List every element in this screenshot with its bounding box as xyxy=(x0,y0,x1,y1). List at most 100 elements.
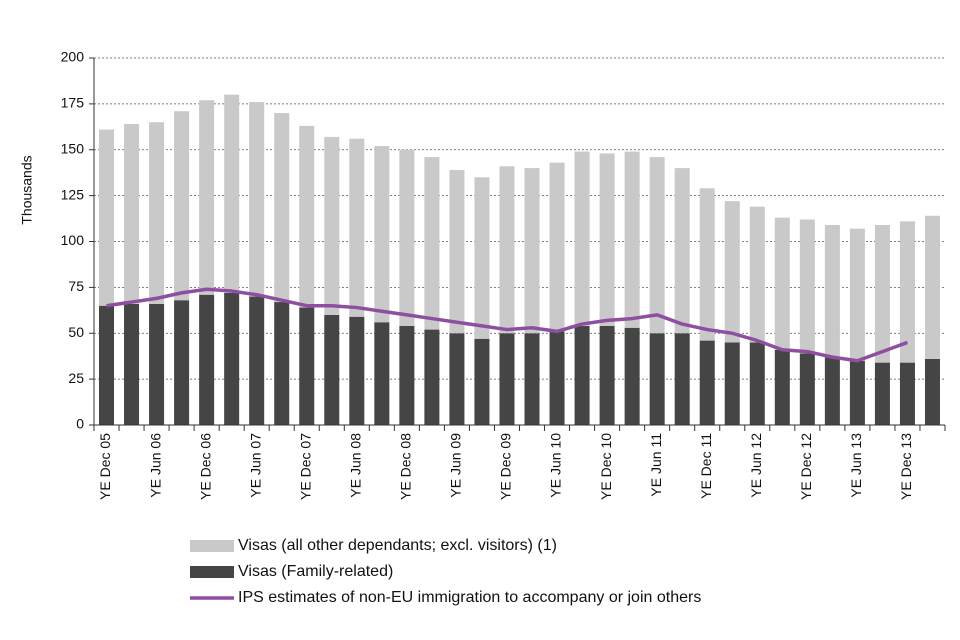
line xyxy=(106,287,909,363)
bar xyxy=(674,333,690,425)
legend-swatch xyxy=(190,566,234,578)
bar xyxy=(99,129,115,306)
bar xyxy=(399,149,415,326)
bar xyxy=(399,325,415,425)
bar xyxy=(224,292,240,425)
bar xyxy=(624,151,640,328)
x-tick-label: YE Dec 09 xyxy=(498,433,514,500)
bar xyxy=(699,188,715,341)
y-axis-label: Thousands xyxy=(19,155,35,224)
y-tick-label: 100 xyxy=(61,232,85,248)
bar xyxy=(374,146,390,323)
x-tick-label: YE Jun 07 xyxy=(247,433,263,498)
legend-swatch xyxy=(190,540,234,552)
bar xyxy=(874,362,890,425)
bar xyxy=(274,302,290,425)
bar xyxy=(349,316,365,425)
bar xyxy=(449,333,465,425)
bar xyxy=(549,162,565,332)
bar xyxy=(649,157,665,334)
bar xyxy=(249,296,265,425)
bar xyxy=(524,168,540,334)
bar xyxy=(624,327,640,425)
bar xyxy=(549,331,565,425)
bar xyxy=(774,217,790,350)
x-tick-label: YE Jun 12 xyxy=(748,433,764,498)
bar xyxy=(149,303,165,425)
x-tick-label: YE Dec 13 xyxy=(898,433,914,500)
bar xyxy=(299,307,315,425)
bar xyxy=(424,329,440,425)
x-tick-label: YE Dec 08 xyxy=(398,433,414,500)
y-tick-label: 50 xyxy=(68,324,84,340)
bar xyxy=(924,358,940,425)
x-tick-label: YE Dec 11 xyxy=(698,433,714,499)
x-tick-label: YE Jun 10 xyxy=(548,433,564,498)
bar xyxy=(499,333,515,425)
x-tick-label: YE Jun 13 xyxy=(848,433,864,498)
bar xyxy=(824,224,840,358)
bar xyxy=(349,138,365,317)
x-tick-label: YE Jun 11 xyxy=(648,433,664,497)
bar xyxy=(124,303,140,425)
bar xyxy=(649,333,665,425)
y-tick-label: 125 xyxy=(61,186,85,202)
bar xyxy=(574,325,590,425)
y-tick-label: 200 xyxy=(61,49,85,65)
bar xyxy=(899,362,915,425)
bar xyxy=(324,314,340,425)
bar xyxy=(824,357,840,425)
legend-label: IPS estimates of non-EU immigration to a… xyxy=(238,589,701,606)
bar xyxy=(524,333,540,425)
x-tick-label: YE Dec 07 xyxy=(297,433,313,500)
x-tick-label: YE Jun 08 xyxy=(348,433,364,498)
bar xyxy=(849,360,865,425)
bar xyxy=(449,169,465,334)
bar xyxy=(774,349,790,425)
y-tick-label: 175 xyxy=(61,95,85,111)
x-tick-label: YE Jun 06 xyxy=(147,433,163,498)
bar xyxy=(749,342,765,425)
legend-label: Visas (Family-related) xyxy=(238,563,393,580)
bar xyxy=(499,166,515,334)
bar xyxy=(899,221,915,363)
bar xyxy=(374,322,390,425)
bar xyxy=(724,342,740,425)
y-tick-label: 0 xyxy=(76,416,84,432)
y-tick-label: 25 xyxy=(68,370,84,386)
bar xyxy=(299,125,315,308)
y-tick-label: 75 xyxy=(68,278,84,294)
bar xyxy=(174,300,190,425)
bar xyxy=(724,201,740,343)
bar xyxy=(424,157,440,330)
x-tick-label: YE Jun 09 xyxy=(448,433,464,498)
bar xyxy=(874,224,890,363)
x-tick-label: YE Dec 12 xyxy=(798,433,814,500)
legend-label: Visas (all other dependants; excl. visit… xyxy=(238,537,557,554)
x-tick-label: YE Dec 10 xyxy=(598,433,614,500)
bar xyxy=(799,353,815,425)
bar xyxy=(124,124,140,304)
x-tick-label: YE Dec 06 xyxy=(197,433,213,500)
bar xyxy=(99,305,115,425)
x-tick-label: YE Dec 05 xyxy=(97,433,113,500)
bar xyxy=(324,136,340,315)
bar xyxy=(699,340,715,425)
bar xyxy=(199,100,215,295)
bar xyxy=(274,113,290,303)
bar xyxy=(474,338,490,425)
y-tick-label: 150 xyxy=(61,140,85,156)
bar xyxy=(149,122,165,304)
bar xyxy=(799,219,815,354)
bar xyxy=(174,111,190,301)
bar xyxy=(574,151,590,326)
bar xyxy=(849,228,865,361)
bar xyxy=(674,168,690,334)
bar xyxy=(749,206,765,343)
bar xyxy=(249,102,265,297)
bar xyxy=(599,325,615,425)
bar xyxy=(199,294,215,425)
bar xyxy=(924,215,940,359)
